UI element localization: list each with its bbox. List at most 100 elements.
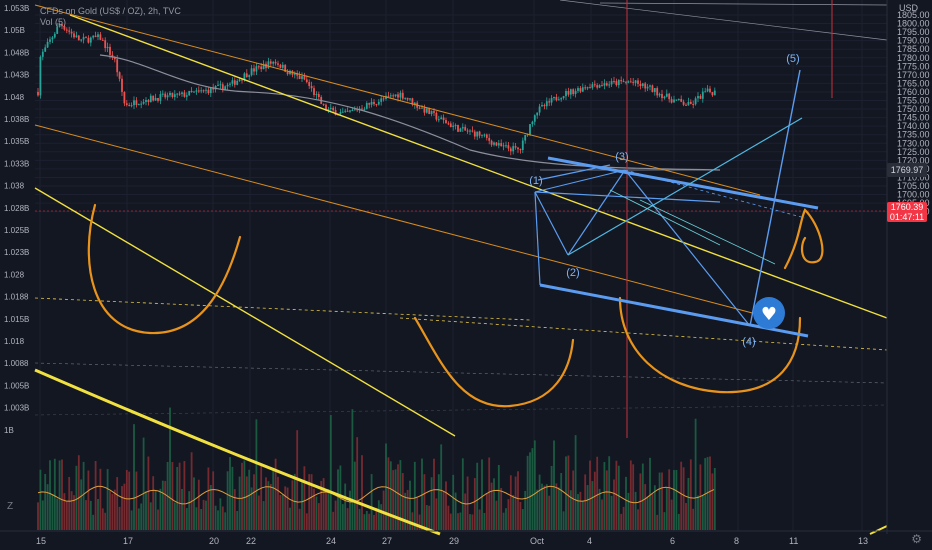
volume-bar [538,474,541,530]
candle-body [75,35,78,38]
volume-bar [39,469,42,530]
volume-bar [641,463,644,530]
candle-body [104,40,107,49]
volume-bar [421,458,423,530]
volume-indicator-label[interactable]: Vol (5) [40,17,67,27]
candle-body [692,103,695,105]
candle-body [248,75,251,77]
left-tick-label: 1.025B [4,226,29,235]
candle-body [241,79,243,81]
candle-body [658,93,661,96]
volume-bar [236,511,239,530]
price-tick-label: 1770.00 [897,70,930,80]
candle-body [137,104,140,106]
volume-bar [121,486,123,530]
wave-line [624,169,751,327]
volume-bar [533,440,536,530]
volume-bar [411,512,414,530]
volume-bar [459,512,462,530]
volume-bar [598,488,601,530]
candle-body [255,66,258,72]
volume-bar [145,491,147,530]
candle-body [449,123,452,128]
volume-bar [176,466,179,530]
candle-body [327,108,330,111]
candle-body [411,98,414,105]
zoom-icon[interactable]: Z [7,501,14,512]
candle-body [154,97,157,101]
volume-bar [317,503,320,530]
candle-body [519,149,522,151]
time-tick-label: 11 [789,536,798,546]
left-axis: 1.053B 1.05B 1.048B 1.043B 1.048 1.038B 1.035B… [4,4,29,435]
volume-bar [75,465,78,530]
time-tick-label: 8 [734,536,739,546]
price-tick-label: 1755.00 [897,96,930,106]
volume-bar [284,486,287,530]
symbol-title[interactable]: CFDs on Gold (US$ / OZ), 2h, TVC [40,6,181,16]
candle-body [260,66,263,70]
price-tick-label: 1720.00 [897,155,930,165]
volume-bar [351,409,354,530]
candle-body [593,84,596,86]
candle-body [634,80,637,83]
candle-body [442,117,445,121]
volume-bar [656,514,659,530]
candle-body [517,147,519,150]
gear-icon[interactable]: ⚙ [911,532,922,546]
volume-bar [207,467,210,530]
time-tick-label: 17 [123,536,133,546]
candle-body [238,79,241,81]
price-tick-label: 1805.00 [897,10,930,20]
candle-body [677,98,680,100]
volume-bar [699,464,702,530]
candle-body [125,103,128,105]
volume-bar [387,457,390,530]
candle-body [632,81,635,83]
candle-body [123,91,126,104]
left-tick-label: 1.015B [4,315,29,324]
candle-body [663,96,666,99]
candle-body [44,47,47,52]
candle-body [697,95,699,99]
volume-bar [154,490,157,530]
candle-body [173,94,176,97]
candle-body [507,145,510,149]
volume-bar [509,475,512,530]
volume-bar [315,496,318,530]
volume-bar [644,484,647,530]
volume-bar [94,460,97,530]
volume-bars [37,407,716,530]
candle-body [399,92,402,98]
volume-bar [135,471,138,530]
candle-body [488,137,491,141]
volume-bar [262,501,265,530]
left-tick-label: 1.038B [4,115,29,124]
volume-bar [274,458,277,530]
candle-body [109,46,111,55]
volume-bar [653,485,656,530]
reference-price-tag: 1769.97 [887,163,927,177]
candle-body [87,37,90,43]
volume-bar [123,483,126,530]
price-tick-label: 1765.00 [897,78,930,88]
candle-body [243,73,246,80]
volume-bar [361,455,363,530]
volume-bar [517,471,519,530]
volume-bar [634,491,637,530]
candle-body [39,56,42,96]
candle-body [495,142,498,146]
volume-bar [97,499,99,530]
volume-bar [298,508,301,530]
volume-bar [305,513,308,530]
candle-body [617,80,620,86]
volume-bar [476,462,479,530]
candle-body [596,85,599,88]
candle-body [497,143,500,146]
volume-bar [461,458,464,530]
candle-body [92,35,95,38]
volume-bar [140,503,143,530]
left-tick-label: 1B [4,426,14,435]
candle-body [625,81,627,83]
